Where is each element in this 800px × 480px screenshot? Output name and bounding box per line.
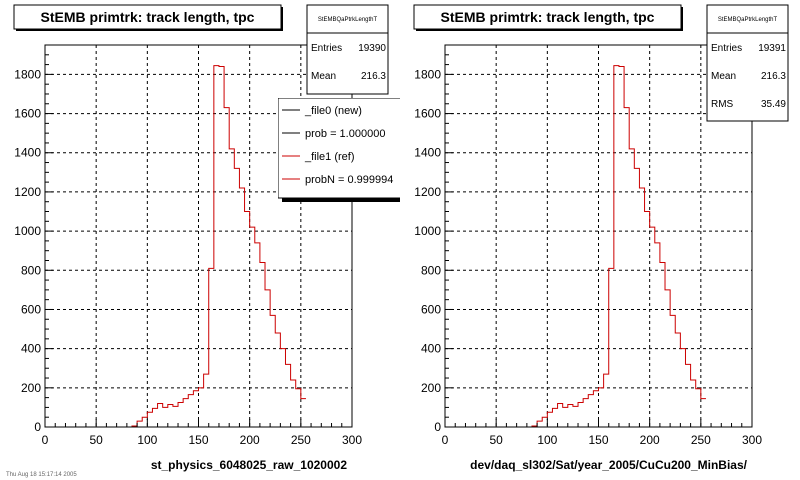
- stats-name: StEMBQaPtrkLengthT: [318, 17, 378, 23]
- chart-title-box: StEMB primtrk: track length, tpc: [413, 4, 683, 31]
- stats-box: StEMBQaPtrkLengthT Entries 19390 Mean 216.3: [306, 4, 389, 95]
- x-tick-label: 100: [137, 433, 157, 447]
- y-tick-label: 0: [34, 420, 41, 434]
- panel-1: 0 50 100 150 200 250 300 0 200 400 600 800 1000 1200 1…: [13, 4, 400, 472]
- y-tick-label: 1200: [414, 185, 441, 199]
- x-tick-label: 150: [188, 433, 208, 447]
- stats-entries-label: Entries: [711, 43, 742, 54]
- y-tick-label: 1000: [414, 224, 441, 238]
- legend-entry-label: _file1 (ref): [304, 151, 355, 163]
- stats-mean-value: 216.3: [761, 71, 786, 82]
- y-tick-label: 800: [21, 263, 41, 277]
- x-tick-label: 50: [89, 433, 103, 447]
- stats-mean-label: Mean: [311, 71, 336, 82]
- footer-timestamp: Thu Aug 18 15:17:14 2005: [6, 472, 77, 478]
- x-tick-label: 250: [291, 433, 311, 447]
- y-tick-label: 200: [21, 381, 41, 395]
- x-tick-label: 250: [691, 433, 711, 447]
- y-tick-label: 1800: [14, 67, 41, 81]
- chart-title: StEMB primtrk: track length, tpc: [441, 9, 655, 25]
- stats-box: StEMBQaPtrkLengthT Entries 19391 Mean 216.3 R…: [706, 4, 789, 122]
- stats-name: StEMBQaPtrkLengthT: [718, 17, 778, 23]
- y-tick-label: 0: [434, 420, 441, 434]
- y-tick-label: 1800: [414, 67, 441, 81]
- y-tick-label: 600: [421, 302, 441, 316]
- stats-frame: [706, 4, 789, 122]
- y-tick-label: 1200: [14, 185, 41, 199]
- title-frame: [413, 4, 682, 30]
- stats-entries-value: 19391: [758, 43, 786, 54]
- x-tick-label: 100: [537, 433, 557, 447]
- y-tick-label: 200: [421, 381, 441, 395]
- y-tick-label: 1000: [14, 224, 41, 238]
- x-axis: 0 50 100 150 200 250 300: [442, 419, 762, 447]
- x-tick-label: 50: [489, 433, 503, 447]
- chart-title-box: StEMB primtrk: track length, tpc: [13, 4, 283, 31]
- x-tick-label: 200: [640, 433, 660, 447]
- stats-entries-value: 19390: [358, 43, 386, 54]
- x-axis-label: st_physics_6048025_raw_1020002: [151, 458, 347, 472]
- x-tick-label: 300: [742, 433, 762, 447]
- stats-entries-label: Entries: [311, 43, 342, 54]
- x-tick-label: 300: [342, 433, 362, 447]
- stats-frame: [306, 4, 389, 95]
- y-tick-label: 1600: [14, 107, 41, 121]
- y-axis: 0 200 400 600 800 1000 1200 1400 1600 1800: [14, 44, 53, 434]
- stats-mean-label: Mean: [711, 71, 736, 82]
- y-tick-label: 1400: [414, 146, 441, 160]
- legend-entry-label: _file0 (new): [304, 105, 362, 117]
- chart-title: StEMB primtrk: track length, tpc: [41, 9, 255, 25]
- y-tick-label: 600: [21, 302, 41, 316]
- y-tick-label: 400: [421, 342, 441, 356]
- y-tick-label: 800: [421, 263, 441, 277]
- x-tick-label: 0: [442, 433, 449, 447]
- x-axis-label: dev/daq_sl302/Sat/year_2005/CuCu200_MinB…: [470, 458, 747, 472]
- y-tick-label: 1400: [14, 146, 41, 160]
- x-axis: 0 50 100 150 200 250 300: [42, 419, 362, 447]
- grid: [45, 45, 352, 427]
- panel-2: 0 50 100 150 200 250 300 0 200 400 600 800 1000 1200 1…: [413, 4, 789, 472]
- legend-entry-label: prob = 1.000000: [305, 128, 385, 140]
- title-frame: [13, 4, 282, 30]
- legend-frame: [278, 98, 400, 199]
- legend-entry-label: probN = 0.999994: [305, 174, 393, 186]
- y-axis: 0 200 400 600 800 1000 1200 1400 1600 1800: [414, 44, 453, 434]
- legend-body: _file0 (new) prob = 1.000000 _file1 (ref) p…: [278, 98, 400, 202]
- y-tick-label: 1600: [414, 107, 441, 121]
- x-tick-label: 150: [588, 433, 608, 447]
- stats-rms-value: 35.49: [761, 99, 786, 110]
- grid: [445, 45, 752, 427]
- x-tick-label: 200: [240, 433, 260, 447]
- stats-mean-value: 216.3: [361, 71, 386, 82]
- legend: _file0 (new) prob = 1.000000 _file1 (ref) p…: [278, 98, 400, 202]
- y-tick-label: 400: [21, 342, 41, 356]
- stats-rms-label: RMS: [711, 99, 734, 110]
- x-tick-label: 0: [42, 433, 49, 447]
